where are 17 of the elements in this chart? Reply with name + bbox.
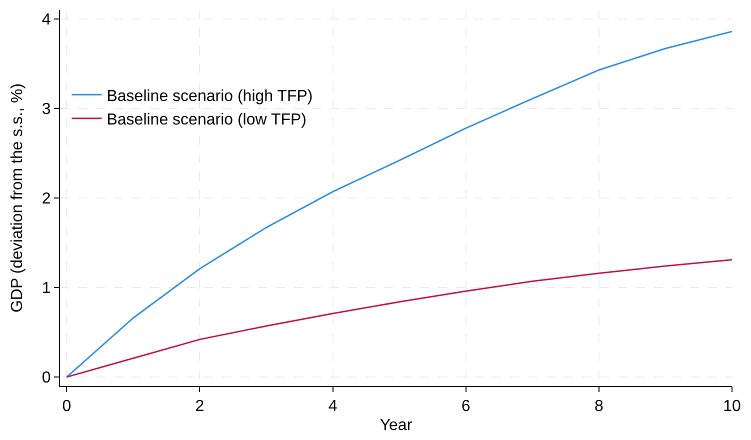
y-tick-label: 0 xyxy=(42,370,51,387)
x-tick-label: 4 xyxy=(328,398,338,416)
x-tick-label: 8 xyxy=(594,398,604,416)
y-tick-label: 4 xyxy=(42,12,51,29)
x-tick-label: 2 xyxy=(195,398,204,416)
y-tick-label: 2 xyxy=(42,190,51,208)
x-tick-label: 10 xyxy=(723,398,741,416)
x-axis-title: Year xyxy=(380,416,413,434)
line-series xyxy=(66,30,732,378)
line-series xyxy=(66,259,732,378)
legend-label: Baseline scenario (high TFP) xyxy=(106,88,313,105)
legend-label: Baseline scenario (low TFP) xyxy=(106,112,306,129)
x-tick-label: 6 xyxy=(461,398,470,416)
y-tick-label: 1 xyxy=(42,280,51,298)
y-tick-label: 3 xyxy=(42,101,51,118)
y-axis-title: GDP (deviation from the s.s., %) xyxy=(8,83,26,313)
x-tick-label: 0 xyxy=(62,398,72,416)
